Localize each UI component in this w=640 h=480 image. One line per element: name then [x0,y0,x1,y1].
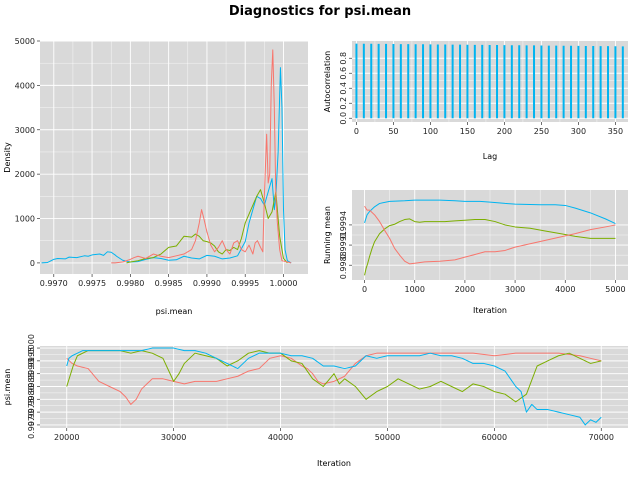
density-x-tick-label: 0.9990 [193,279,221,288]
trace-x-tick-label: 20000 [54,433,79,442]
running-mean-y-tick-label: 0.9994 [339,211,348,239]
density-x-tick-label: 0.9975 [78,279,106,288]
acf-y-tick-label: 0.6 [339,67,348,80]
acf-y-tick-label: 0.2 [339,97,348,110]
density-x-tick-label: 0.9995 [231,279,259,288]
trace-series-line [66,352,602,405]
trace-y-tick-label: 1.0000 [27,334,36,362]
running-mean-x-tick-label: 1000 [405,285,425,294]
trace-series-line [66,347,602,426]
running-mean-series-line [364,205,616,265]
density-x-axis-label: psi.mean [156,307,193,316]
trace-y-tick-label: 0.9985 [27,372,36,400]
density-panel: 0.9970 0.9975 0.9980 0.9985 0.9990 0.9995 1.00… [3,37,308,316]
trace-y-tick-label: 0.9980 [27,385,36,413]
trace-x-tick-label: 30000 [161,433,186,442]
running-mean-x-axis-label: Iteration [473,306,507,315]
running-mean-x-tick-label: 0 [362,285,367,294]
acf-x-tick-label: 250 [534,127,549,136]
running-mean-x-tick-label: 2000 [455,285,475,294]
autocorrelation-panel: 0 50 100 150 200 250 300 350 0.0 0.2 0.4 0.6 0.8 Lag A… [323,41,628,161]
acf-y-tick-label: 0.0 [339,112,348,125]
acf-y-tick-label: 0.8 [339,52,348,65]
acf-x-tick-label: 200 [497,127,512,136]
running-mean-x-tick-label: 3000 [505,285,525,294]
running-mean-y-axis-label: Running mean [323,206,332,264]
acf-x-tick-label: 50 [388,127,398,136]
trace-y-tick-label: 0.9995 [27,347,36,375]
trace-panel: 20000 30000 40000 50000 60000 700000.99700.99… [3,334,628,468]
density-y-tick-label: 1000 [15,215,35,224]
density-series-line [41,67,292,264]
density-y-tick-label: 5000 [15,37,35,46]
trace-y-tick-label: 0.9970 [27,411,36,439]
running-mean-y-tick-label: 0.9991 [339,231,348,259]
density-series-line [126,189,288,264]
density-y-axis-label: Density [3,142,12,173]
density-y-tick-label: 4000 [15,81,35,90]
acf-x-tick-label: 300 [571,127,586,136]
density-y-tick-label: 0 [30,259,35,268]
acf-x-tick-label: 350 [608,127,623,136]
acf-x-axis-label: Lag [483,152,497,161]
density-series-line [111,49,292,264]
trace-x-tick-label: 60000 [482,433,507,442]
trace-y-tick-label: 0.9990 [27,360,36,388]
running-mean-y-tick-label: 0.9988 [339,251,348,279]
trace-y-tick-label: 0.9975 [27,398,36,426]
density-x-tick-label: 0.9970 [40,279,68,288]
trace-y-axis-label: psi.mean [3,369,12,406]
trace-x-tick-label: 50000 [375,433,400,442]
running-mean-series-line [364,218,616,276]
density-x-tick-label: 1.0000 [269,279,297,288]
acf-x-tick-label: 150 [460,127,475,136]
density-y-tick-label: 3000 [15,126,35,135]
density-x-tick-label: 0.9985 [155,279,183,288]
density-y-tick-label: 2000 [15,170,35,179]
figure-title: Diagnostics for psi.mean [229,4,411,19]
acf-y-tick-label: 0.4 [339,82,348,95]
acf-y-axis-label: Autocorrelation [323,51,332,113]
acf-x-tick-label: 0 [354,127,359,136]
density-x-tick-label: 0.9980 [116,279,144,288]
trace-x-tick-label: 40000 [268,433,293,442]
trace-x-tick-label: 70000 [589,433,614,442]
trace-x-axis-label: Iteration [317,459,351,468]
running-mean-x-tick-label: 5000 [605,285,625,294]
acf-x-tick-label: 100 [423,127,438,136]
running-mean-series-line [364,199,616,225]
running-mean-x-tick-label: 4000 [555,285,575,294]
